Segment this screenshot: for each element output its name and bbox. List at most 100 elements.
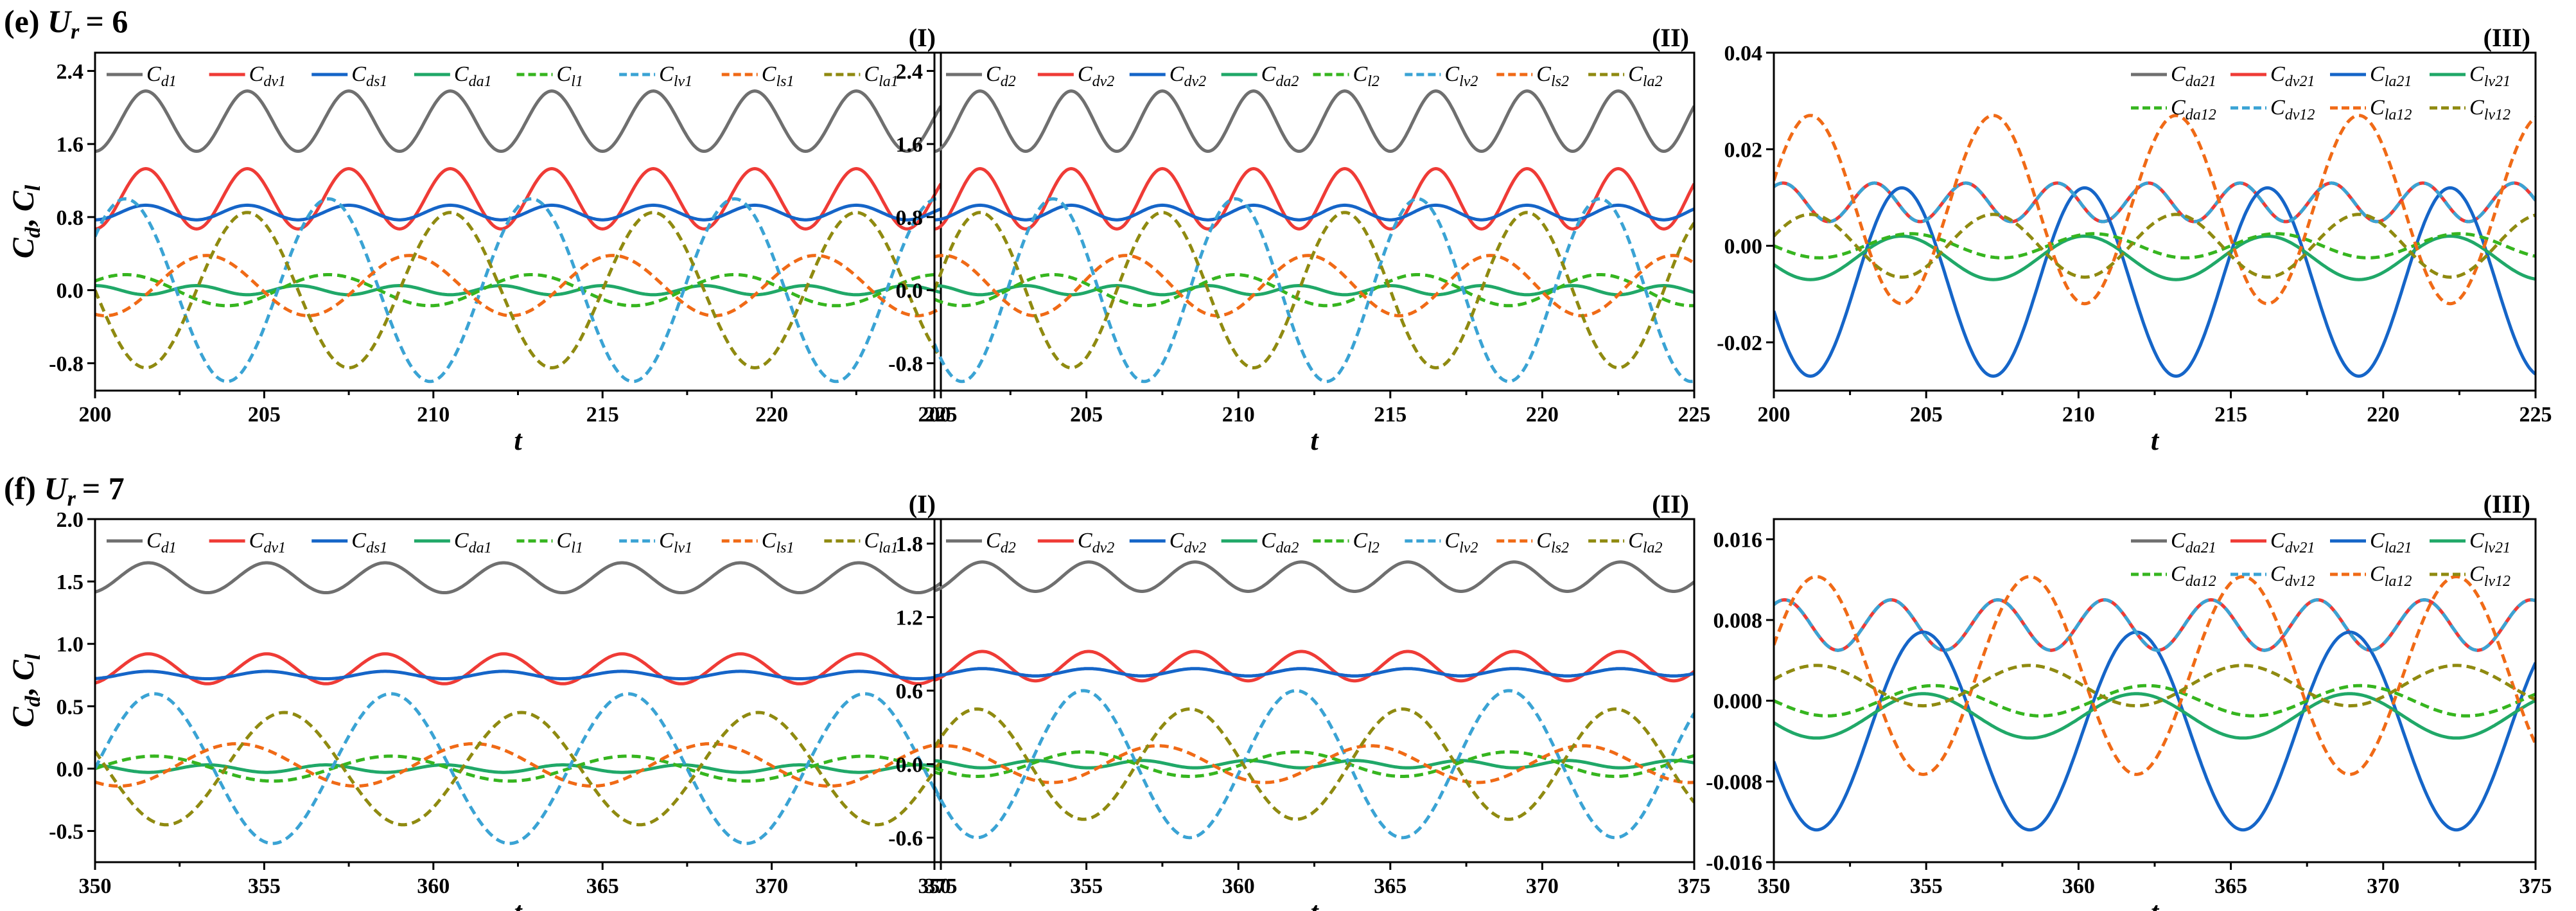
y-tick-label: 0.8: [57, 206, 84, 230]
x-tick-label: 205: [1070, 403, 1103, 427]
row-label-var: U: [44, 470, 69, 506]
y-tick-label: -0.02: [1717, 332, 1762, 355]
series-line-Cla12: [1774, 114, 2536, 306]
legend-label: Cla12: [2370, 96, 2412, 123]
y-axis-label-part: C: [6, 237, 40, 258]
y-tick-label: 0.04: [1724, 42, 1763, 66]
x-tick-label: 370: [755, 874, 788, 898]
legend-label: Cl1: [557, 529, 583, 556]
x-axis-label: t: [2151, 425, 2160, 456]
panel-tag: (II): [1652, 490, 1689, 518]
legend-label: Cdv2: [1170, 62, 1206, 90]
panel-tag: (I): [909, 490, 936, 518]
series-line-Cds2: [934, 203, 1694, 222]
y-axis-label-part: ,: [6, 219, 40, 227]
y-axis-label-part: d: [21, 226, 45, 238]
x-tick-label: 210: [417, 403, 450, 427]
legend-label: Clv2: [1444, 529, 1478, 556]
x-tick-label: 225: [925, 403, 958, 427]
x-tick-label: 355: [248, 874, 281, 898]
x-tick-label: 200: [79, 403, 112, 427]
y-tick-label: 0.5: [57, 695, 84, 719]
legend-label: Cdv21: [2270, 529, 2315, 556]
panel-tag: (II): [1652, 23, 1689, 52]
x-tick-label: 365: [2214, 874, 2247, 898]
series-line-Cd1: [95, 561, 941, 594]
chart-panel-f-III: 350 355 360 365 370 375 -0.016 -0.008 0.000 0.008…: [1706, 490, 2552, 911]
series-line-Cl2: [934, 273, 1694, 308]
x-tick-label: 215: [586, 403, 619, 427]
legend-label: Cls2: [1536, 529, 1569, 556]
series-line-Cda1: [95, 763, 941, 774]
row-label-value: = 6: [85, 3, 128, 39]
y-tick-label: -0.6: [888, 827, 923, 851]
series-line-Cdv12: [1774, 181, 2536, 224]
y-tick-label: 1.2: [896, 606, 924, 630]
legend-label: Cds1: [351, 529, 387, 556]
x-tick-label: 210: [1222, 403, 1255, 427]
legend-label: Cd2: [986, 62, 1016, 90]
series-line-Cda2: [934, 283, 1694, 297]
legend-label: Cl1: [557, 62, 583, 90]
legend-label: Cdv1: [249, 529, 286, 556]
series-line-Cla21: [1774, 186, 2536, 378]
x-tick-label: 370: [2367, 874, 2399, 898]
legend-label: Cdv2: [1078, 62, 1114, 90]
y-axis-label-part: ,: [6, 688, 40, 696]
y-tick-label: 1.8: [896, 533, 924, 556]
series-group: [95, 561, 941, 845]
y-tick-label: -0.016: [1706, 851, 1762, 875]
x-tick-label: 220: [2367, 403, 2399, 427]
row-label-sub: r: [67, 487, 76, 511]
plot-frame: [1773, 51, 2537, 392]
series-line-Cd2: [934, 560, 1694, 593]
legend-label: Cda1: [454, 62, 492, 90]
x-tick-label: 215: [2214, 403, 2247, 427]
x-tick-label: 365: [586, 874, 619, 898]
series-line-Cds2: [934, 667, 1694, 678]
plot-frame: [94, 518, 942, 863]
series-line-Cla12: [1774, 574, 2536, 776]
legend-label: Clv21: [2469, 62, 2510, 90]
y-axis-label: Cd, Cl: [6, 184, 45, 258]
row-label-prefix: (f): [4, 470, 36, 506]
x-tick-label: 355: [1070, 874, 1103, 898]
y-tick-label: 0.0: [896, 753, 924, 777]
y-tick-label: 0.008: [1713, 609, 1763, 633]
legend-label: Cla21: [2370, 62, 2412, 90]
x-tick-label: 210: [2062, 403, 2095, 427]
panel-tag: (III): [2484, 23, 2530, 52]
x-tick-label: 215: [1374, 403, 1406, 427]
series-line-Cds1: [95, 669, 941, 680]
x-tick-label: 205: [1910, 403, 1943, 427]
x-tick-label: 370: [1526, 874, 1559, 898]
series-line-Clv2: [934, 197, 1694, 384]
series-line-Cda2: [934, 759, 1694, 770]
legend-label: Cla12: [2370, 562, 2412, 590]
series-line-Cd1: [95, 89, 941, 154]
legend-label: Cdv1: [249, 62, 286, 90]
legend-label: Cdv12: [2270, 562, 2315, 590]
series-line-Clv12: [1774, 213, 2536, 279]
series-group: [1774, 574, 2536, 832]
series-line-Cla2: [934, 211, 1694, 370]
legend-label: Cla21: [2370, 529, 2412, 556]
y-tick-label: 2.4: [896, 60, 924, 84]
chart-panel-e-II: 200 205 210 215 220 225 -0.8 0.0 0.8 1.6 2.4 t (II) C…: [888, 23, 1710, 456]
series-line-Cdv2: [934, 650, 1694, 683]
y-tick-label: -0.8: [49, 352, 83, 376]
legend-label: Cl2: [1353, 62, 1380, 90]
series-line-Clv2: [934, 689, 1694, 840]
legend-label: Clv1: [659, 529, 692, 556]
series-line-Cdv21: [1774, 598, 2536, 652]
series-line-Cl1: [95, 273, 941, 308]
legend-label: Clv21: [2469, 529, 2510, 556]
series-line-Cdv2: [934, 166, 1694, 231]
legend-label: Cd1: [146, 62, 177, 90]
series-line-Cda12: [1774, 684, 2536, 718]
x-tick-label: 200: [918, 403, 951, 427]
x-tick-label: 205: [248, 403, 281, 427]
x-tick-label: 365: [1374, 874, 1406, 898]
legend-label: Cdv2: [1170, 529, 1206, 556]
